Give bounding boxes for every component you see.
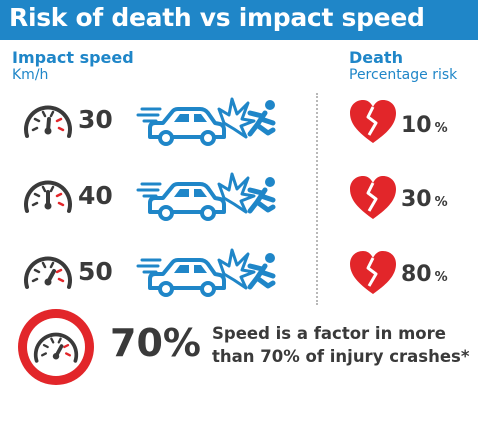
speedometer-icon	[33, 332, 79, 363]
footer-line-1: Speed is a factor in more	[212, 324, 446, 343]
title-bar: Risk of death vs impact speed	[0, 0, 478, 40]
risk-number: 30	[401, 187, 432, 212]
death-heading: Death	[349, 48, 403, 67]
pedestrian-icon	[247, 253, 276, 290]
speedometer-icon	[24, 180, 72, 213]
risk-unit: %	[434, 270, 448, 285]
footer-speedometer-badge	[18, 309, 94, 385]
footer-text: Speed is a factor in more than 70% of in…	[212, 322, 469, 368]
risk-number: 10	[401, 113, 432, 138]
speedometer-icon	[24, 105, 72, 138]
pedestrian-icon	[247, 177, 276, 214]
risk-value: 30%	[401, 187, 448, 212]
risk-unit: %	[434, 195, 448, 210]
broken-heart-icon	[350, 251, 396, 294]
broken-heart-icon	[350, 100, 396, 143]
death-subheading: Percentage risk	[349, 67, 458, 83]
speed-value: 50	[78, 257, 113, 286]
risk-value: 10%	[401, 113, 448, 138]
car-crash-icon	[136, 248, 256, 297]
speed-value: 30	[78, 105, 113, 134]
speedometer-icon	[24, 256, 72, 289]
broken-heart-icon	[350, 176, 396, 219]
risk-number: 80	[401, 262, 432, 287]
column-divider	[316, 93, 318, 305]
footer-line-2: than 70% of injury crashes*	[212, 347, 470, 366]
car-crash-icon	[136, 172, 256, 221]
footer-stat: 70%	[110, 321, 201, 365]
impact-speed-heading: Impact speed	[12, 48, 134, 67]
pedestrian-icon	[247, 100, 276, 137]
page-title: Risk of death vs impact speed	[9, 3, 425, 32]
risk-unit: %	[434, 121, 448, 136]
risk-value: 80%	[401, 262, 448, 287]
speed-value: 40	[78, 181, 113, 210]
impact-speed-unit: Km/h	[12, 67, 49, 83]
car-crash-icon	[136, 97, 256, 146]
